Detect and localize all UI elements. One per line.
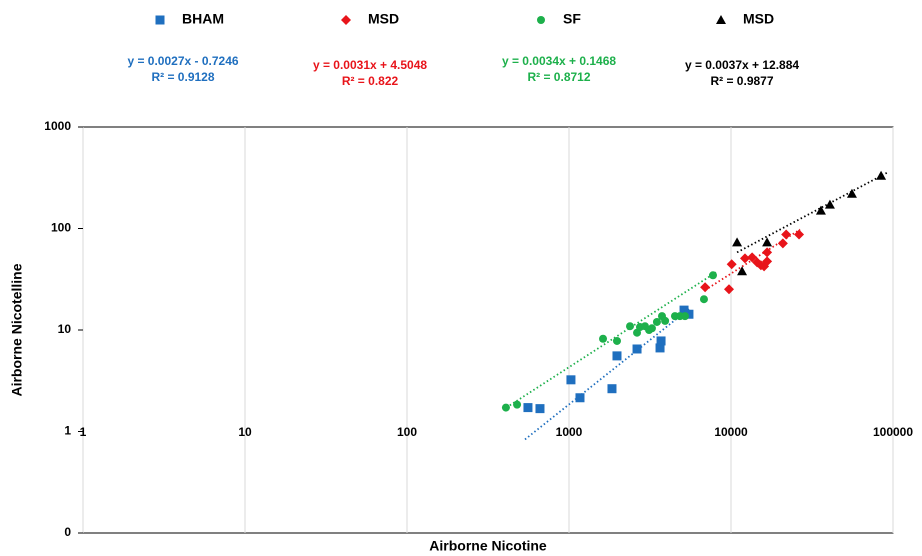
x-tick-label: 10000	[714, 425, 748, 439]
point	[607, 384, 617, 394]
trendline-equation: y = 0.0031x + 4.5048	[313, 58, 427, 72]
point	[732, 237, 743, 247]
point	[652, 317, 661, 326]
point	[679, 305, 689, 315]
trendline-equation: y = 0.0034x + 0.1468	[502, 54, 616, 68]
trendline-r2: R² = 0.822	[342, 74, 399, 88]
point	[575, 393, 585, 403]
y-tick-label: 0	[64, 525, 71, 539]
trendline-r2: R² = 0.9877	[710, 74, 773, 88]
legend-label: MSD	[368, 11, 399, 27]
trendline-r2: R² = 0.8712	[527, 70, 590, 84]
y-tick-label: 100	[51, 221, 71, 235]
point	[655, 343, 665, 353]
x-tick-label: 100	[397, 425, 417, 439]
legend-marker	[341, 15, 351, 25]
point	[876, 170, 887, 180]
trendline-r2: R² = 0.9128	[151, 70, 214, 84]
point	[647, 324, 656, 333]
y-tick-label: 1	[64, 424, 71, 438]
x-axis-title: Airborne Nicotine	[429, 538, 547, 554]
point	[777, 238, 788, 249]
x-tick-label: 1000	[556, 425, 583, 439]
point	[684, 309, 694, 319]
point	[535, 404, 545, 414]
x-tick-label: 10	[238, 425, 252, 439]
point	[661, 316, 670, 325]
point	[708, 271, 717, 280]
legend-label: SF	[563, 11, 581, 27]
point	[747, 252, 758, 263]
legend-label: MSD	[743, 11, 774, 27]
x-tick-label: 1	[80, 425, 87, 439]
legend-marker	[155, 15, 165, 25]
trendline	[736, 171, 888, 254]
plot-area	[82, 126, 894, 534]
x-tick-label: 100000	[873, 425, 913, 439]
point	[739, 253, 750, 264]
y-tick-label: 10	[58, 322, 72, 336]
legend-marker	[537, 16, 545, 24]
point	[762, 237, 773, 247]
point	[815, 205, 826, 215]
point	[656, 336, 666, 346]
point	[781, 229, 792, 240]
point	[762, 256, 773, 267]
point	[566, 375, 576, 385]
point	[724, 284, 735, 295]
point	[699, 295, 708, 304]
y-tick-label: 1000	[44, 119, 71, 133]
trendline	[524, 307, 691, 441]
point	[824, 199, 835, 209]
point	[794, 229, 805, 240]
trendline-equation: y = 0.0037x + 12.884	[685, 58, 799, 72]
point	[632, 344, 642, 354]
point	[726, 259, 737, 270]
point	[501, 403, 510, 412]
point	[523, 403, 533, 413]
legend-label: BHAM	[182, 11, 224, 27]
legend-marker	[716, 15, 726, 24]
point	[700, 282, 711, 293]
y-axis-title: Airborne Nicotelline	[9, 263, 25, 396]
trendline-equation: y = 0.0027x - 0.7246	[127, 54, 238, 68]
point	[612, 336, 621, 345]
point	[680, 312, 689, 321]
point	[626, 322, 635, 331]
point	[846, 188, 857, 198]
point	[737, 266, 748, 276]
point	[599, 334, 608, 343]
point	[762, 247, 773, 258]
point	[513, 400, 522, 409]
point	[612, 351, 622, 361]
